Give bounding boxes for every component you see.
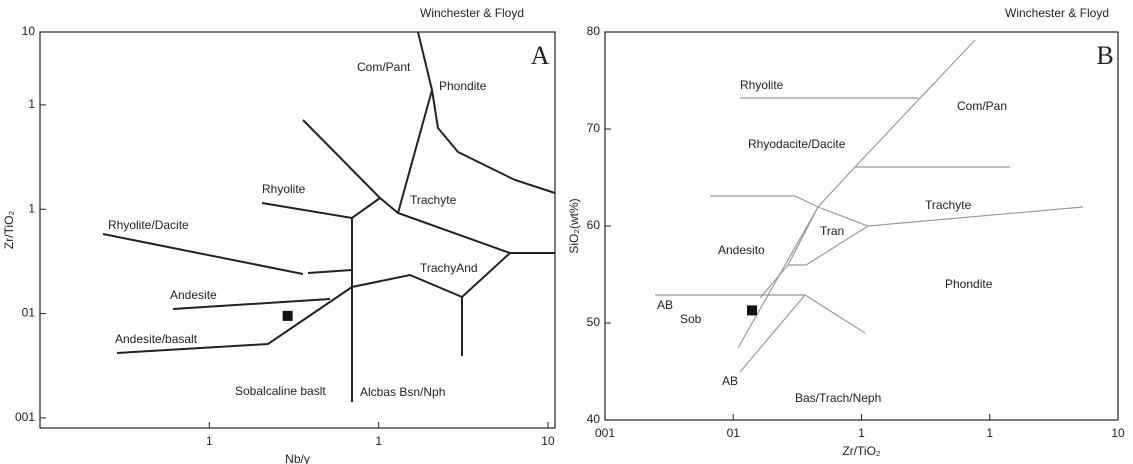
field-label: Andesite/basalt — [115, 332, 198, 346]
field-label: Sobalcaline baslt — [235, 384, 326, 398]
field-label: Rhyolite — [262, 182, 306, 196]
field-label: Rhyolite/Dacite — [108, 218, 189, 232]
field-label: AB — [722, 374, 738, 388]
y-tick-label: 01 — [22, 306, 36, 320]
field-label: AB — [657, 298, 673, 312]
x-tick-label: 001 — [595, 426, 615, 440]
field-label: Andesite — [170, 288, 217, 302]
x-axis-label: Nb/y — [285, 452, 310, 464]
field-label: Bas/Trach/Neph — [795, 391, 881, 405]
y-axis-label: Zr/TiO₂ — [2, 211, 16, 250]
source-label: Winchester & Floyd — [1005, 6, 1109, 20]
plot-frame — [39, 31, 556, 429]
y-tick-label: 50 — [587, 315, 601, 329]
y-tick-label: 1 — [28, 97, 35, 111]
field-label: Alcbas Bsn/Nph — [360, 385, 445, 399]
field-label: TrachyAnd — [420, 261, 478, 275]
x-tick-label: 1 — [375, 434, 382, 448]
panel-label: B — [1096, 41, 1113, 70]
y-tick-label: 80 — [587, 24, 601, 38]
x-tick-label: 10 — [541, 434, 555, 448]
x-tick-label: 01 — [727, 426, 741, 440]
y-tick-label: 60 — [587, 218, 601, 232]
source-label: Winchester & Floyd — [420, 6, 524, 20]
x-axis-label: Zr/TiO₂ — [842, 444, 881, 458]
field-label: Sob — [680, 312, 702, 326]
y-tick-label: 10 — [22, 24, 36, 38]
field-label: Com/Pan — [957, 99, 1007, 113]
x-tick-label: 1 — [986, 426, 993, 440]
y-tick-label: 70 — [587, 121, 601, 135]
field-label: Tran — [820, 224, 844, 238]
field-label: Trachyte — [410, 193, 457, 207]
field-label: Trachyte — [925, 198, 972, 212]
plot-frame — [604, 31, 1119, 421]
x-tick-label: 1 — [206, 434, 213, 448]
field-label: Com/Pant — [357, 60, 411, 74]
x-tick-label: 1 — [858, 426, 865, 440]
field-label: Andesito — [718, 243, 765, 257]
y-tick-label: 001 — [15, 410, 35, 424]
x-tick-label: 10 — [1111, 426, 1125, 440]
y-tick-label: 40 — [587, 412, 601, 426]
data-point — [282, 310, 293, 321]
y-tick-label: 1 — [28, 201, 35, 215]
y-axis-label: SiO₂(wt%) — [567, 198, 581, 253]
field-label: Phondite — [439, 79, 487, 93]
field-label: Phondite — [945, 277, 993, 291]
field-boundaries — [102, 31, 1084, 402]
data-point — [746, 305, 757, 316]
field-label: Rhyolite — [740, 78, 784, 92]
panel-label: A — [531, 41, 550, 70]
field-label: Rhyodacite/Dacite — [748, 137, 846, 151]
